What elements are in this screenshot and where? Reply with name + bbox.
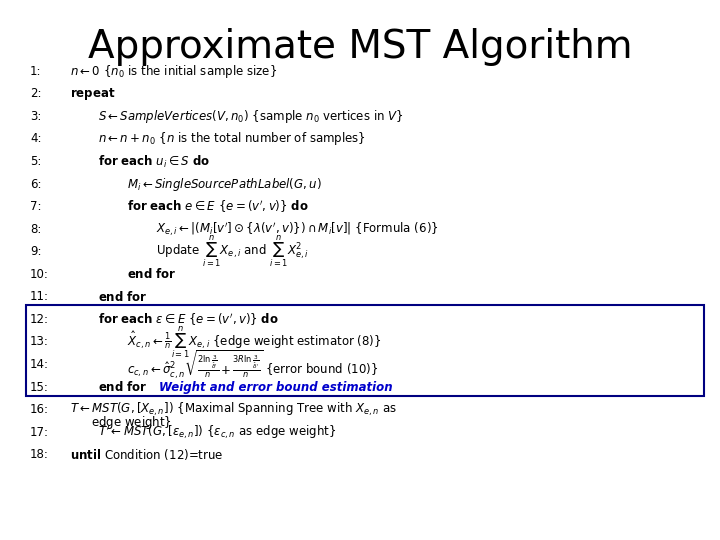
Text: $c_{c,n} \leftarrow \hat{\sigma}^2_{c,n}\sqrt{\frac{2\ln\frac{3}{\hat{\delta}^\p: $c_{c,n} \leftarrow \hat{\sigma}^2_{c,n}…	[127, 348, 378, 381]
Text: 7:: 7:	[30, 200, 42, 213]
Text: 1:: 1:	[30, 65, 42, 78]
Text: 8:: 8:	[30, 222, 42, 235]
Text: $n \leftarrow 0\ \{n_0\ \mathrm{is\ the\ initial\ sample\ size}\}$: $n \leftarrow 0\ \{n_0\ \mathrm{is\ the\…	[70, 63, 276, 80]
Text: 3:: 3:	[30, 110, 42, 123]
Text: 13:: 13:	[30, 335, 49, 348]
Text: $X_{e,i} \leftarrow |(M_i[v^\prime] \odot \{\lambda(v^\prime,v)\}) \cap M_i[v]|\: $X_{e,i} \leftarrow |(M_i[v^\prime] \odo…	[156, 220, 438, 238]
Text: $\hat{X}_{c,n} \leftarrow \frac{1}{n} \sum_{i=1}^{n} X_{e,i}\ \{\mathrm{edge\ we: $\hat{X}_{c,n} \leftarrow \frac{1}{n} \s…	[127, 324, 382, 360]
Text: 10:: 10:	[30, 268, 49, 281]
Text: $\mathbf{for\ each}\ e \in E\ \{e = (v^\prime, v)\}\ \mathbf{do}$: $\mathbf{for\ each}\ e \in E\ \{e = (v^\…	[127, 198, 309, 215]
Text: Approximate MST Algorithm: Approximate MST Algorithm	[88, 28, 632, 66]
Text: Weight and error bound estimation: Weight and error bound estimation	[159, 381, 393, 394]
Text: 9:: 9:	[30, 245, 42, 258]
Text: $\mathbf{end\ for}$: $\mathbf{end\ for}$	[98, 380, 148, 394]
Text: $\mathbf{until}$ Condition (12)=true: $\mathbf{until}$ Condition (12)=true	[70, 447, 223, 462]
Text: $\mathbf{end\ for}$: $\mathbf{end\ for}$	[98, 290, 148, 304]
Text: $M_i \leftarrow \mathit{SingleSourcePathLabel}(G, u)$: $M_i \leftarrow \mathit{SingleSourcePath…	[127, 176, 322, 193]
Text: $\mathrm{edge\ weight}\}$: $\mathrm{edge\ weight}\}$	[91, 414, 172, 430]
Text: 4:: 4:	[30, 132, 42, 145]
Text: 14:: 14:	[30, 358, 49, 371]
Text: 6:: 6:	[30, 178, 42, 191]
Text: 12:: 12:	[30, 313, 49, 326]
Text: Update $\sum_{i=1}^{n} X_{e,i}$ and $\sum_{i=1}^{n} X^2_{e,i}$: Update $\sum_{i=1}^{n} X_{e,i}$ and $\su…	[156, 234, 308, 269]
Text: 16:: 16:	[30, 403, 49, 416]
Text: 11:: 11:	[30, 291, 49, 303]
Text: $\mathbf{for\ each}\ u_i \in S\ \mathbf{do}$: $\mathbf{for\ each}\ u_i \in S\ \mathbf{…	[98, 153, 210, 170]
Text: $T^\prime \leftarrow \mathit{MST}(G, [\epsilon_{e,n}])\ \{\epsilon_{c,n}\ \mathr: $T^\prime \leftarrow \mathit{MST}(G, [\e…	[98, 423, 336, 441]
Text: 18:: 18:	[30, 448, 49, 461]
Text: 15:: 15:	[30, 381, 49, 394]
Text: 2:: 2:	[30, 87, 42, 100]
Text: $n \leftarrow n + n_0\ \{n\ \mathrm{is\ the\ total\ number\ of\ samples}\}$: $n \leftarrow n + n_0\ \{n\ \mathrm{is\ …	[98, 131, 366, 147]
Text: $S \leftarrow \mathit{SampleVertices}(V, n_0)\ \{\mathrm{sample}\ n_0\ \mathrm{v: $S \leftarrow \mathit{SampleVertices}(V,…	[98, 108, 404, 125]
Text: $\mathbf{end\ for}$: $\mathbf{end\ for}$	[127, 267, 176, 281]
Text: $\mathbf{for\ each}\ \epsilon \in E\ \{e = (v^\prime, v)\}\ \mathbf{do}$: $\mathbf{for\ each}\ \epsilon \in E\ \{e…	[98, 311, 279, 328]
Text: $T \leftarrow \mathit{MST}(G, [X_{e,n}])\ \{\mathrm{Maximal\ Spanning\ Tree\ wit: $T \leftarrow \mathit{MST}(G, [X_{e,n}])…	[70, 401, 396, 418]
Text: 17:: 17:	[30, 426, 49, 438]
Text: $\mathbf{repeat}$: $\mathbf{repeat}$	[70, 86, 115, 102]
Text: 5:: 5:	[30, 155, 42, 168]
